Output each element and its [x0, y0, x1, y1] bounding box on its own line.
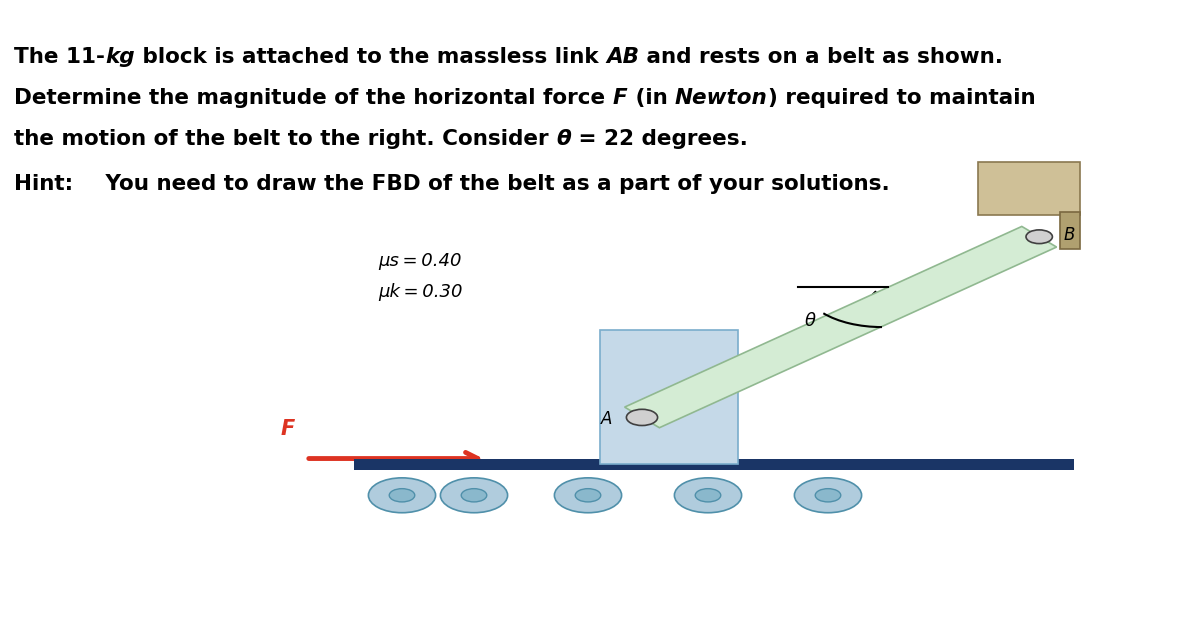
Circle shape	[440, 478, 508, 513]
Polygon shape	[625, 226, 1056, 428]
Text: kg: kg	[106, 47, 134, 67]
Circle shape	[695, 488, 721, 502]
Text: You need to draw the FBD of the belt as a part of your solutions.: You need to draw the FBD of the belt as …	[98, 174, 890, 194]
Text: F: F	[613, 88, 628, 108]
Bar	[600, 330, 738, 464]
Text: A: A	[601, 410, 612, 427]
Text: the motion of the belt to the right. Consider: the motion of the belt to the right. Con…	[14, 129, 557, 149]
Circle shape	[815, 488, 841, 502]
Text: The 11-: The 11-	[14, 47, 106, 67]
Text: θ: θ	[557, 129, 571, 149]
Text: (in: (in	[628, 88, 676, 108]
Text: and rests on a belt as shown.: and rests on a belt as shown.	[640, 47, 1003, 67]
Bar	[978, 162, 1080, 215]
Text: Determine the magnitude of the horizontal force: Determine the magnitude of the horizonta…	[14, 88, 613, 108]
Text: μk = 0.30: μk = 0.30	[378, 283, 462, 302]
Circle shape	[1026, 230, 1052, 244]
Text: AB: AB	[606, 47, 640, 67]
Bar	[1060, 212, 1080, 249]
Bar	[354, 459, 1074, 470]
Circle shape	[461, 488, 487, 502]
Text: = 22 degrees.: = 22 degrees.	[571, 129, 748, 149]
Text: ) required to maintain: ) required to maintain	[768, 88, 1036, 108]
Text: μs = 0.40: μs = 0.40	[378, 252, 462, 270]
Circle shape	[368, 478, 436, 513]
Circle shape	[554, 478, 622, 513]
Text: block is attached to the massless link: block is attached to the massless link	[134, 47, 606, 67]
Text: Hint:: Hint:	[14, 174, 73, 194]
Circle shape	[575, 488, 601, 502]
Text: F: F	[281, 419, 295, 439]
Circle shape	[626, 409, 658, 426]
Text: B: B	[1063, 227, 1074, 244]
Circle shape	[389, 488, 415, 502]
Text: θ: θ	[804, 312, 816, 330]
Text: Newton: Newton	[676, 88, 768, 108]
Circle shape	[674, 478, 742, 513]
Circle shape	[794, 478, 862, 513]
